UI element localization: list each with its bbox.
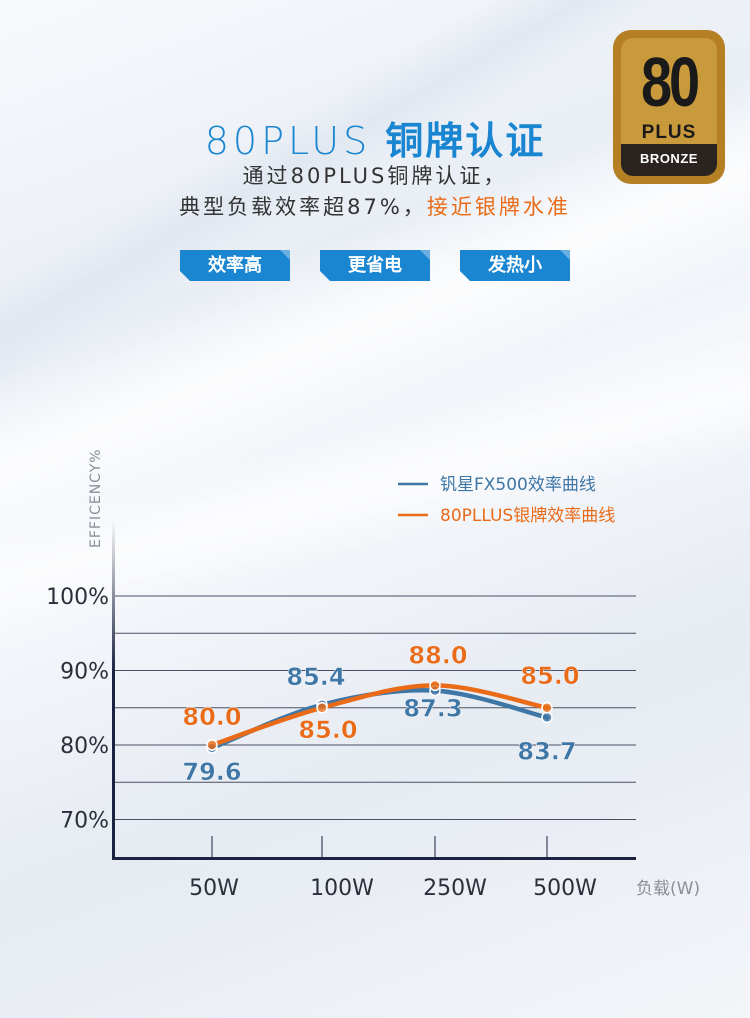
legend-label: 80PLLUS银牌效率曲线	[440, 506, 615, 526]
subtitle-line-2-highlight: 接近银牌水准	[426, 195, 571, 219]
series-line	[209, 688, 550, 751]
x-tick-label: 100W	[310, 876, 374, 901]
subtitle-line-2-main: 典型负载效率超87%，	[179, 195, 427, 219]
y-tick-label: 80%	[60, 734, 109, 759]
series-line	[209, 683, 550, 748]
feature-tag-low-heat: 发热小	[460, 250, 570, 281]
data-label: 80.0	[182, 703, 241, 731]
data-label: 87.3	[403, 695, 462, 723]
data-point	[206, 739, 218, 751]
y-axis-title: EFFICENCY%	[88, 448, 104, 548]
badge-plus: PLUS	[641, 122, 697, 143]
headline-cert: 铜牌认证	[385, 119, 546, 163]
y-axis-line	[112, 520, 115, 860]
badge-number: 80	[641, 43, 700, 121]
feature-tag-power-saving: 更省电	[320, 250, 430, 281]
x-axis-title: 负载(W)	[636, 879, 700, 899]
x-tick-label: 500W	[533, 876, 597, 901]
data-point	[541, 711, 553, 724]
y-tick-label: 90%	[60, 660, 109, 685]
data-label: 88.0	[408, 641, 467, 669]
badge-face: 80 PLUS BRONZE	[621, 38, 717, 176]
legend-label: 钒星FX500效率曲线	[440, 475, 596, 495]
y-tick-label: 70%	[60, 809, 109, 834]
data-point	[541, 702, 553, 714]
y-tick-label: 100%	[46, 585, 109, 610]
subtitle-line-1: 通过80PLUS铜牌认证，	[242, 164, 508, 188]
subtitle-line-2: 典型负载效率超87%，接近银牌水准	[0, 191, 750, 221]
data-point	[316, 702, 328, 714]
x-tick-label: 250W	[423, 876, 487, 901]
x-axis-line	[112, 857, 636, 860]
data-label: 79.6	[182, 758, 241, 786]
feature-tag-efficiency: 效率高	[180, 250, 290, 281]
data-point	[429, 679, 441, 692]
data-label: 85.4	[286, 663, 345, 691]
headline-brand: 80PLUS	[204, 119, 372, 163]
badge-tier: BRONZE	[621, 144, 717, 176]
x-tick-label: 50W	[189, 876, 239, 901]
80plus-bronze-badge: 80 PLUS BRONZE	[613, 30, 725, 184]
data-label: 85.0	[298, 716, 357, 744]
headline: 80PLUS 铜牌认证	[0, 110, 750, 165]
data-label: 85.0	[520, 662, 579, 690]
data-label: 83.7	[517, 737, 576, 765]
